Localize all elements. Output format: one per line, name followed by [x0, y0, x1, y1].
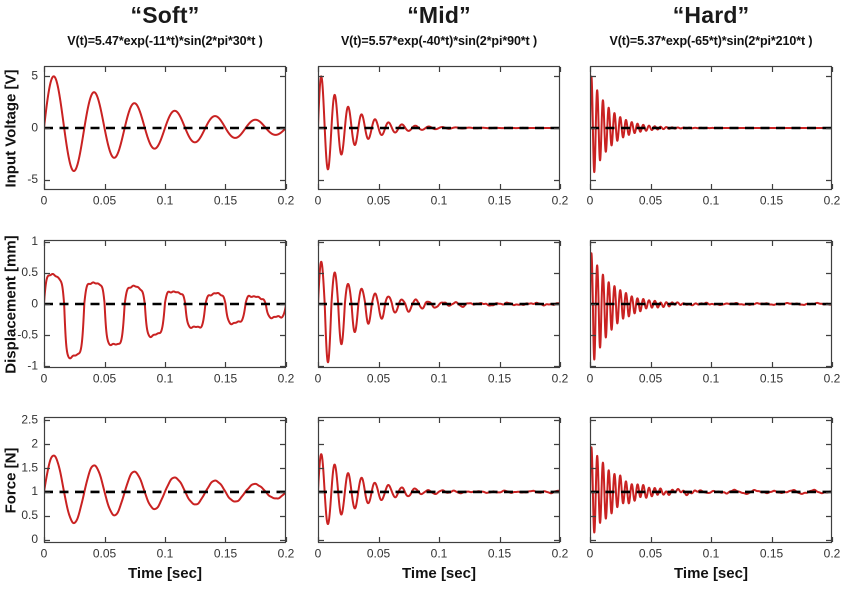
- column-formula-mid: V(t)=5.57*exp(-40*t)*sin(2*pi*90*t ): [340, 34, 538, 48]
- x-axis-label-hard: Time [sec]: [674, 565, 748, 582]
- column-formula-soft: V(t)=5.47*exp(-11*t)*sin(2*pi*30*t ): [67, 34, 263, 48]
- column-title-soft: “Soft”: [130, 2, 200, 28]
- column-title-mid: “Mid”: [407, 2, 471, 28]
- column-formula-hard: V(t)=5.37*exp(-65*t)*sin(2*pi*210*t ): [609, 34, 813, 48]
- x-axis-label-soft: Time [sec]: [128, 565, 202, 582]
- x-axis-label-mid: Time [sec]: [402, 565, 476, 582]
- y-axis-label-force: Force [N]: [2, 447, 20, 514]
- column-title-hard: “Hard”: [672, 2, 750, 28]
